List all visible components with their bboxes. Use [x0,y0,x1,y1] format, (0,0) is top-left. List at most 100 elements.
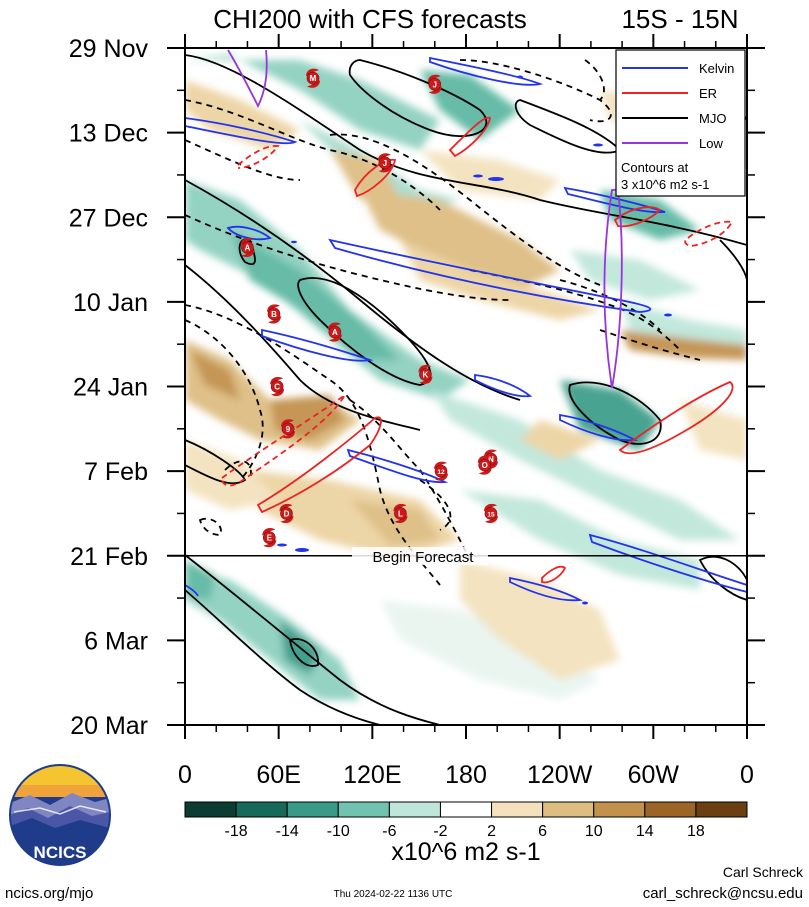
footer-author: Carl Schreck [723,864,804,880]
colorbar-swatch [542,801,595,818]
colorbar-label: -14 [276,823,299,840]
storm-label: K [423,370,429,379]
storm-label: N [488,455,494,464]
storm-label: E [267,534,273,543]
y-tick-label: 21 Feb [70,543,148,571]
storm-label: J [383,159,387,168]
ncics-logo: NCICS [9,764,111,866]
storm-label: 12 [437,469,445,476]
colorbar-label: 18 [687,823,705,840]
storm-marker: L [393,503,408,523]
colorbar-swatch [235,801,288,818]
storm-label: A [332,328,338,337]
x-tick-label: 60W [628,761,680,789]
storm-marker: B [266,304,281,324]
storm-label: 15 [487,511,495,518]
storm-circle [280,507,293,520]
footer-timestamp: Thu 2024-02-22 1136 UTC [334,889,453,900]
y-tick-label: 24 Jan [73,374,148,402]
storm-marker: A [327,322,342,342]
storm-circle [328,325,342,339]
storm-circle [478,458,492,472]
y-tick-label: 10 Jan [73,289,148,317]
er-contours-negative [221,145,734,487]
colorbar-swatch [491,801,544,818]
storm-label: D [284,509,290,518]
storm-circle [378,156,392,170]
colorbar-swatch [337,801,390,818]
colorbar-label: 2 [487,823,496,840]
storm-label: A [245,243,251,252]
colorbar-swatch [184,801,237,818]
storm-label: L [398,509,403,518]
storm-circle [241,241,254,254]
storm-marker: K [418,364,433,384]
colorbar: -18 -14 -10 -6 -2 2 6 10 14 18 [184,801,748,840]
storm-marker: 9 [281,419,296,439]
storm-circle [281,422,295,436]
x-tick-label: 60E [256,761,300,789]
x-tick-label: 120W [527,761,593,789]
chart-title: CHI200 with CFS forecasts [213,4,527,34]
storm-marker: D [279,503,294,523]
storm-marker: A [240,237,255,258]
legend-label-mjo: MJO [699,111,726,126]
colorbar-label: -10 [327,823,350,840]
storm-circle [262,531,276,544]
y-tick-label: 27 Dec [69,204,148,232]
legend-box [615,49,746,197]
colorbar-swatch [439,801,493,818]
x-tick-label: 180 [445,761,487,789]
storm-marker: O [477,455,492,475]
storm-label: O [482,461,488,470]
legend-label-kelvin: Kelvin [699,61,734,76]
logo-text: NCICS [34,843,87,862]
colorbar-swatch [695,801,748,818]
colorbar-label: -18 [225,823,248,840]
colorbar-swatch [593,801,646,818]
storm-marker: 15 [483,503,498,523]
kelvin-contours [185,56,747,602]
colorbar-label: 6 [538,823,547,840]
storm-markers: M J J A B A K C 9 12 NO D L 15 E [240,68,498,548]
mjo-contours-negative [185,59,701,586]
storm-circle [270,380,284,393]
storm-label: 9 [286,425,291,434]
kelvin-fragments [277,75,672,605]
storm-label: M [310,74,317,83]
y-tick-label: 20 Mar [70,712,148,740]
y-tick-label: 7 Feb [84,458,148,486]
footer-email[interactable]: carl_schreck@ncsu.edu [643,885,803,902]
legend-note-2: 3 x10^6 m2 s-1 [621,177,709,192]
storm-marker: J [377,153,392,173]
storm-circle [434,464,448,478]
chi200-shading [185,55,747,700]
colorbar-label: -6 [382,823,396,840]
storm-marker: C [270,376,285,397]
storm-circle [419,368,432,381]
legend: Kelvin ER MJO Low Contours at 3 x10^6 m2… [615,49,746,197]
y-axis: 29 Nov 13 Dec 27 Dec 10 Jan 24 Jan 7 Feb 21 Fe… [69,35,765,740]
storm-circle [306,71,320,85]
storm-label: C [274,383,280,392]
storm-marker: M [306,68,321,88]
legend-label-er: ER [699,86,717,101]
colorbar-units: x10^6 m2 s-1 [391,838,540,866]
x-tick-label: 120E [343,761,401,789]
legend-label-low: Low [699,136,723,151]
mjo-contours [185,54,747,725]
storm-label: B [271,310,277,319]
colorbar-label: -2 [433,823,447,840]
colorbar-swatch [388,801,441,818]
storm-circle [484,507,498,520]
storm-circle [428,77,442,91]
footer-url[interactable]: ncics.org/mjo [5,885,93,902]
forecast-label-bg [352,547,488,565]
x-tick-label: 0 [740,761,754,789]
y-tick-label: 6 Mar [84,627,148,655]
chart-region: 15S - 15N [621,4,738,34]
colorbar-swatch [644,801,697,818]
storm-marker: J [427,74,442,94]
x-tick-label: 0 [178,761,192,789]
y-tick-label: 13 Dec [69,120,148,148]
